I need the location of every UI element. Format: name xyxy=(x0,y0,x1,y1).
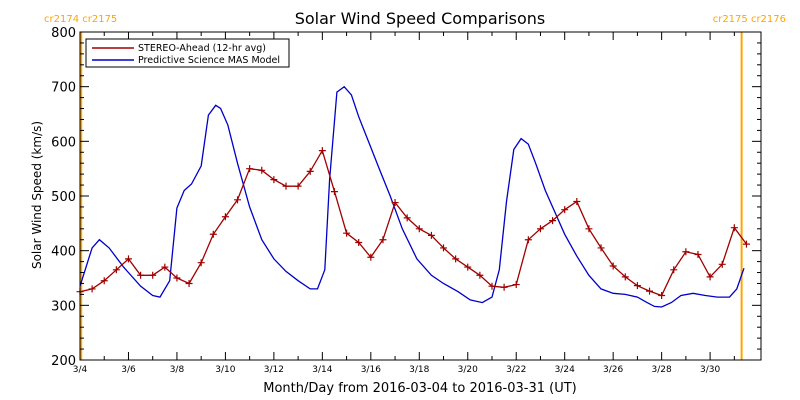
data-point xyxy=(415,225,423,233)
data-point xyxy=(536,225,544,233)
data-point xyxy=(100,277,108,285)
data-point xyxy=(730,224,738,232)
data-point xyxy=(343,229,351,237)
plot-area: 200 300 400 500 600 700 800 3/4 3/6 3/8 3/10 3/12 3/… xyxy=(51,26,762,375)
data-point xyxy=(670,266,678,274)
legend-box xyxy=(85,38,290,68)
x-tick-label: 3/18 xyxy=(409,365,429,375)
data-point xyxy=(658,291,666,299)
data-point xyxy=(476,271,484,279)
y-tick-label: 800 xyxy=(51,26,76,41)
data-point xyxy=(621,273,629,281)
data-point xyxy=(452,255,460,263)
data-point xyxy=(440,244,448,252)
data-point xyxy=(306,167,314,175)
x-tick-label: 3/4 xyxy=(73,365,88,375)
y-tick-label: 200 xyxy=(51,354,76,369)
x-tick-label: 3/26 xyxy=(603,365,623,375)
data-point xyxy=(234,196,242,204)
chart-title: Solar Wind Speed Comparisons xyxy=(295,9,546,28)
data-point xyxy=(282,182,290,190)
rotation-label-right: cr2175 cr2176 xyxy=(713,14,786,25)
rotation-label-left: cr2174 cr2175 xyxy=(44,14,117,25)
data-point xyxy=(682,248,690,256)
data-point xyxy=(706,273,714,281)
data-point xyxy=(221,213,229,221)
data-point xyxy=(124,255,132,263)
data-point xyxy=(355,238,363,246)
data-point xyxy=(403,214,411,222)
data-point xyxy=(549,217,557,225)
data-point xyxy=(270,176,278,184)
series-line-0 xyxy=(79,148,748,297)
data-point xyxy=(209,230,217,238)
y-tick-label: 400 xyxy=(51,245,76,260)
data-point xyxy=(597,244,605,252)
data-point xyxy=(197,259,205,267)
data-point xyxy=(294,182,302,190)
y-tick-label: 700 xyxy=(51,81,76,96)
x-tick-label: 3/20 xyxy=(458,365,478,375)
data-point xyxy=(742,240,750,248)
data-point xyxy=(367,253,375,261)
y-tick-label: 500 xyxy=(51,190,76,205)
data-point xyxy=(609,262,617,270)
model-series-group xyxy=(79,85,745,308)
data-point xyxy=(573,197,581,205)
data-point xyxy=(633,282,641,290)
x-axis-label: Month/Day from 2016-03-04 to 2016-03-31 … xyxy=(263,381,576,396)
data-point xyxy=(173,274,181,282)
data-point xyxy=(464,263,472,271)
data-point xyxy=(646,287,654,295)
data-point xyxy=(391,199,399,207)
data-point xyxy=(585,225,593,233)
data-point xyxy=(112,266,120,274)
observed-series-group xyxy=(76,147,750,299)
axis-tick-labels: 200 300 400 500 600 700 800 3/4 3/6 3/8 3/10 3/12 3/… xyxy=(51,26,720,375)
axis-ticks xyxy=(79,31,761,361)
data-point xyxy=(379,236,387,244)
data-point xyxy=(258,166,266,174)
data-point xyxy=(427,231,435,239)
y-tick-label: 600 xyxy=(51,135,76,150)
x-tick-label: 3/28 xyxy=(652,365,672,375)
data-point xyxy=(185,279,193,287)
data-point xyxy=(88,285,96,293)
x-tick-label: 3/14 xyxy=(312,365,332,375)
data-point xyxy=(500,283,508,291)
series-line-1 xyxy=(79,85,745,308)
data-point xyxy=(524,236,532,244)
x-tick-label: 3/10 xyxy=(215,365,235,375)
data-point xyxy=(318,147,326,155)
legend: STEREO-Ahead (12-hr avg) Predictive Scie… xyxy=(85,38,290,68)
data-point xyxy=(512,281,520,289)
data-point xyxy=(488,282,496,290)
data-point xyxy=(137,271,145,279)
x-tick-label: 3/12 xyxy=(264,365,284,375)
x-tick-label: 3/16 xyxy=(361,365,381,375)
data-point xyxy=(246,165,254,173)
legend-label-stereo: STEREO-Ahead (12-hr avg) xyxy=(138,43,266,54)
rotation-marker-lines xyxy=(80,32,743,360)
legend-label-model: Predictive Science MAS Model xyxy=(138,55,280,66)
x-tick-label: 3/8 xyxy=(170,365,185,375)
data-point xyxy=(561,206,569,214)
data-point xyxy=(330,188,338,196)
x-tick-label: 3/22 xyxy=(506,365,526,375)
x-tick-label: 3/30 xyxy=(700,365,720,375)
x-tick-label: 3/6 xyxy=(121,365,136,375)
y-axis-label: Solar Wind Speed (km/s) xyxy=(30,121,44,269)
data-point xyxy=(694,250,702,258)
y-tick-label: 300 xyxy=(51,299,76,314)
x-tick-label: 3/24 xyxy=(555,365,575,375)
data-point xyxy=(161,263,169,271)
data-point xyxy=(149,271,157,279)
data-point xyxy=(718,260,726,268)
